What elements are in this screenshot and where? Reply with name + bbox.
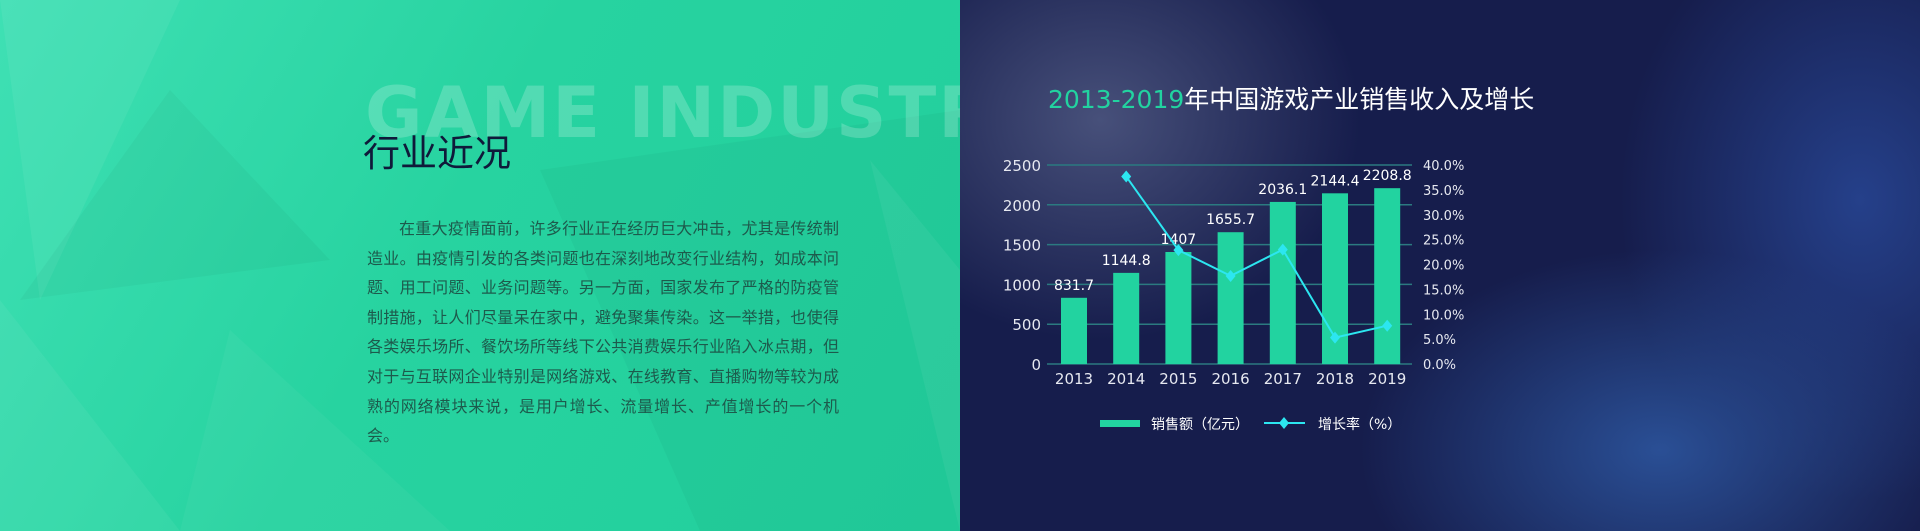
bar-2016 (1217, 232, 1244, 364)
y-left-tick-label: 1000 (1003, 276, 1041, 294)
y-left-tick-label: 2500 (1003, 157, 1041, 175)
y-left-tick-label: 2000 (1003, 197, 1041, 215)
bar-2014 (1113, 272, 1140, 364)
chart-title-text: 年中国游戏产业销售收入及增长 (1184, 85, 1535, 114)
background-polygons (0, 0, 960, 531)
chart-title-years: 2013-2019 (1048, 85, 1185, 114)
left-panel: GAME INDUSTRY 行业近况 在重大疫情面前，许多行业正在经历巨大冲击，… (0, 0, 960, 531)
growth-marker (1330, 331, 1340, 344)
y-right-tick-label: 20.0% (1423, 259, 1464, 274)
growth-marker (1225, 269, 1236, 282)
growth-marker (1121, 170, 1132, 183)
x-tick-label: 2015 (1159, 370, 1197, 388)
bar-2019 (1374, 188, 1401, 364)
x-tick-label: 2013 (1055, 370, 1093, 388)
bar-data-label: 2144.4 (1311, 173, 1360, 189)
bar-data-label: 1655.7 (1206, 212, 1255, 228)
watermark-title: GAME INDUSTRY (365, 72, 960, 154)
growth-line (1125, 175, 1388, 339)
growth-marker (1173, 244, 1184, 257)
y-left-tick-label: 0 (1031, 356, 1041, 374)
bar-data-label: 2036.1 (1258, 182, 1307, 198)
y-right-tick-label: 15.0% (1423, 283, 1464, 298)
chart-title: 2013-2019年中国游戏产业销售收入及增长 (1048, 80, 1534, 116)
y-right-tick-label: 5.0% (1423, 333, 1456, 348)
bar-2017 (1269, 201, 1296, 364)
y-right-tick-label: 10.0% (1423, 308, 1464, 323)
y-right-tick-label: 35.0% (1423, 184, 1464, 199)
right-panel (960, 0, 1920, 531)
legend-bar-label: 销售额（亿元） (1151, 417, 1249, 433)
legend-diamond-icon (1279, 417, 1289, 429)
y-right-tick-label: 0.0% (1423, 358, 1456, 373)
x-tick-label: 2014 (1107, 370, 1145, 388)
legend-bar-swatch (1100, 420, 1140, 427)
y-left-tick-label: 500 (1012, 316, 1041, 334)
x-tick-label: 2019 (1368, 370, 1406, 388)
y-left-tick-label: 1500 (1003, 237, 1041, 255)
bar-2013 (1061, 297, 1087, 364)
body-paragraph: 在重大疫情面前，许多行业正在经历巨大冲击，尤其是传统制造业。由疫情引发的各类问题… (367, 219, 839, 446)
bar-data-label: 831.7 (1054, 278, 1094, 294)
y-right-tick-label: 25.0% (1423, 234, 1464, 249)
bar-data-label: 1144.8 (1102, 253, 1151, 269)
section-heading: 行业近况 (363, 132, 511, 175)
x-tick-label: 2017 (1264, 370, 1302, 388)
growth-marker (1382, 319, 1393, 332)
bar-data-label: 2208.8 (1363, 168, 1412, 184)
y-right-tick-label: 30.0% (1423, 209, 1464, 224)
legend-line-label: 增长率（%） (1318, 416, 1401, 433)
y-right-tick-label: 40.0% (1423, 159, 1464, 174)
growth-marker (1277, 243, 1288, 256)
x-tick-label: 2018 (1316, 370, 1354, 388)
bar-2015 (1165, 252, 1192, 364)
x-tick-label: 2016 (1212, 370, 1250, 388)
